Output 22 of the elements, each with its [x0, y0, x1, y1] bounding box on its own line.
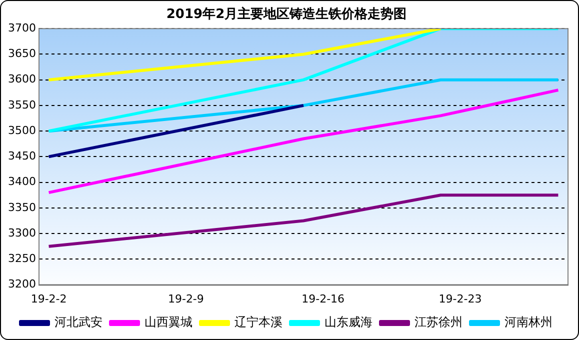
x-tick-label: 19-2-23 — [438, 292, 482, 306]
y-tick-label: 3200 — [8, 278, 36, 291]
y-tick-label: 3550 — [8, 98, 36, 112]
y-tick-label: 3300 — [8, 226, 36, 240]
y-tick-label: 3250 — [8, 252, 36, 266]
legend-label: 河南林州 — [504, 315, 552, 330]
y-tick-label: 3350 — [8, 200, 36, 214]
y-tick-label: 3650 — [8, 47, 36, 60]
x-tick-label: 19-2-9 — [168, 292, 204, 306]
chart-title: 2019年2月主要地区铸造生铁价格走势图 — [166, 6, 407, 22]
y-tick-label: 3500 — [8, 124, 36, 137]
x-tick-label: 19-2-2 — [30, 292, 67, 306]
legend-label: 山东威海 — [324, 315, 372, 330]
y-tick-label: 3600 — [8, 72, 36, 86]
legend-label: 江苏徐州 — [414, 315, 462, 330]
y-tick-label: 3400 — [8, 175, 36, 188]
legend-label: 河北武安 — [54, 315, 102, 330]
y-tick-label: 3700 — [8, 21, 36, 34]
x-tick-label: 19-2-16 — [302, 292, 345, 306]
legend-label: 辽宁本溪 — [234, 315, 282, 330]
legend-label: 山西翼城 — [144, 315, 192, 330]
y-tick-label: 3450 — [8, 150, 36, 163]
